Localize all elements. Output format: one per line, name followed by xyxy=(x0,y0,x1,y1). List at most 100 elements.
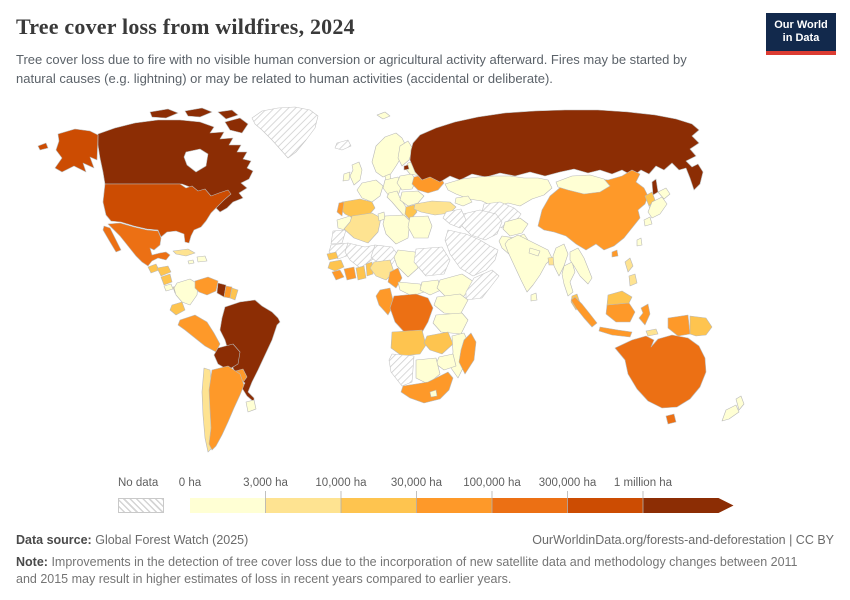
country-caucasus[interactable]: Caucasus xyxy=(454,195,473,207)
legend-bin-2[interactable] xyxy=(341,498,417,513)
country-timor[interactable]: Timor-Leste xyxy=(645,328,659,337)
owid-logo-line2: in Data xyxy=(782,32,820,44)
country-bolivia[interactable]: Bolivia xyxy=(213,343,241,371)
country-mexico[interactable]: Mexico xyxy=(102,222,171,267)
data-source-label: Data source: xyxy=(16,533,92,547)
country-tanzania[interactable]: Tanzania xyxy=(432,312,469,335)
country-algeria[interactable]: Algeria xyxy=(343,212,382,244)
country-uganda-kenya[interactable]: Uganda and Kenya xyxy=(433,293,469,316)
data-source-value: Global Forest Watch (2025) xyxy=(95,533,249,547)
legend-no-data-swatch[interactable] xyxy=(118,498,164,513)
country-indonesia[interactable]: Indonesia xyxy=(570,296,691,338)
country-canada[interactable]: Canada xyxy=(97,107,254,213)
country-australia[interactable]: Australia xyxy=(614,334,707,425)
note-label: Note: xyxy=(16,555,48,569)
country-costa-rica[interactable]: Costa Rica xyxy=(163,283,174,292)
country-laos-vietnam[interactable]: Laos, Vietnam and Cambodia xyxy=(569,247,593,285)
country-honduras[interactable]: Honduras xyxy=(156,265,172,277)
country-ethiopia[interactable]: Ethiopia xyxy=(436,273,475,298)
legend-bin-3[interactable] xyxy=(416,498,493,513)
country-uruguay[interactable]: Uruguay xyxy=(245,399,257,413)
country-egypt[interactable]: Egypt xyxy=(407,215,433,239)
country-arabian-peninsula[interactable]: Arabian Peninsula xyxy=(444,229,499,277)
data-source-text: Data source: Global Forest Watch (2025) xyxy=(16,533,248,547)
country-sudan[interactable]: Sudan xyxy=(413,246,451,277)
country-sri-lanka[interactable]: Sri Lanka xyxy=(530,292,538,302)
legend-tick-label-6: 1 million ha xyxy=(613,477,673,489)
owid-logo[interactable]: Our World in Data xyxy=(766,13,836,55)
country-new-zealand[interactable]: New Zealand xyxy=(721,395,745,422)
legend-tick-label-5: 300,000 ha xyxy=(538,477,597,489)
country-ireland[interactable]: Ireland xyxy=(342,171,351,182)
country-venezuela[interactable]: Venezuela xyxy=(194,276,219,296)
country-mali[interactable]: Mali xyxy=(344,242,376,269)
owid-url-link[interactable]: OurWorldinData.org/forests-and-deforesta… xyxy=(532,533,834,547)
country-chad[interactable]: Chad xyxy=(393,249,419,278)
country-argentina[interactable]: Argentina xyxy=(208,365,245,451)
country-nicaragua[interactable]: Nicaragua xyxy=(160,273,173,286)
country-western-sahara[interactable]: Western Sahara xyxy=(330,229,347,245)
country-myanmar[interactable]: Myanmar xyxy=(552,243,569,277)
country-romania-balkans[interactable]: Romania and Balkans xyxy=(399,190,425,207)
country-guinea[interactable]: Guinea xyxy=(327,259,345,272)
country-taiwan[interactable]: Taiwan xyxy=(636,237,643,247)
footer-note: Note: Improvements in the detection of t… xyxy=(16,554,816,588)
country-iceland[interactable]: Iceland xyxy=(334,139,352,151)
country-angola[interactable]: Angola xyxy=(390,329,427,357)
country-ecuador[interactable]: Ecuador xyxy=(169,301,186,316)
country-greenland[interactable]: Greenland xyxy=(251,106,319,159)
country-cote-divoire[interactable]: Côte d'Ivoire xyxy=(343,266,357,281)
country-mongolia[interactable]: Mongolia xyxy=(555,174,611,195)
country-dr-congo[interactable]: Democratic Republic of Congo xyxy=(389,293,434,337)
country-south-sudan[interactable]: South Sudan xyxy=(419,279,442,296)
country-gabon-congo[interactable]: Gabon and Congo xyxy=(375,287,395,316)
country-lesotho[interactable]: Lesotho xyxy=(429,389,438,398)
country-niger[interactable]: Niger xyxy=(370,244,399,265)
legend-bin-6[interactable] xyxy=(643,498,734,513)
country-nepal[interactable]: Nepal xyxy=(528,247,541,257)
legend-bin-5[interactable] xyxy=(567,498,644,513)
country-france[interactable]: France xyxy=(356,179,384,203)
country-japan[interactable]: Japan xyxy=(643,187,671,227)
country-thailand[interactable]: Thailand xyxy=(561,261,576,297)
country-cuba[interactable]: Cuba xyxy=(172,248,196,257)
chart-subtitle: Tree cover loss due to fire with no visi… xyxy=(16,52,687,86)
country-libya[interactable]: Libya xyxy=(382,214,411,245)
owid-logo-accent-bar xyxy=(766,51,836,55)
country-zambia[interactable]: Zambia xyxy=(423,331,454,355)
country-jamaica[interactable]: Jamaica xyxy=(187,259,195,265)
country-madagascar[interactable]: Madagascar xyxy=(458,332,477,375)
country-united-states[interactable]: United States xyxy=(37,128,232,244)
country-svalbard[interactable]: Svalbard xyxy=(376,111,391,120)
country-philippines[interactable]: Philippines xyxy=(624,257,638,287)
legend-tick-label-2: 10,000 ha xyxy=(315,477,367,489)
country-central-african-republic[interactable]: Central African Republic xyxy=(397,281,425,297)
country-south-africa[interactable]: South Africa xyxy=(400,371,454,404)
legend-tick-label-1: 3,000 ha xyxy=(243,477,288,489)
country-malaysia-borneo[interactable]: Malaysia (Borneo) xyxy=(606,290,633,306)
country-finland[interactable]: Finland xyxy=(397,140,414,167)
country-ghana[interactable]: Ghana xyxy=(355,265,367,281)
country-russia[interactable]: Russia xyxy=(403,109,704,196)
country-nigeria[interactable]: Nigeria xyxy=(369,259,395,281)
country-french-guiana[interactable]: French Guiana xyxy=(229,287,239,301)
legend-bin-0[interactable] xyxy=(190,498,266,513)
country-namibia[interactable]: Namibia xyxy=(388,353,415,387)
footer-source-row: Data source: Global Forest Watch (2025) … xyxy=(16,533,834,547)
legend-bin-4[interactable] xyxy=(492,498,568,513)
country-somalia[interactable]: Somalia xyxy=(465,269,500,301)
country-peru[interactable]: Peru xyxy=(177,314,221,353)
country-senegal[interactable]: Senegal xyxy=(326,251,339,261)
legend-bin-1[interactable] xyxy=(265,498,342,513)
country-iraq-syria[interactable]: Iraq and Syria xyxy=(442,208,467,229)
country-sierra-leone-liberia[interactable]: Sierra Leone and Liberia xyxy=(331,269,345,281)
country-india[interactable]: India xyxy=(504,234,553,293)
country-uk[interactable]: United Kingdom xyxy=(349,161,363,186)
country-colombia[interactable]: Colombia xyxy=(173,278,199,306)
country-hispaniola[interactable]: Haiti and Dominican Republic xyxy=(196,255,208,263)
country-togo-benin[interactable]: Togo and Benin xyxy=(365,261,374,277)
country-papua-new-guinea[interactable]: Papua New Guinea xyxy=(689,315,713,337)
country-portugal[interactable]: Portugal xyxy=(336,201,345,217)
country-afghanistan[interactable]: Afghanistan xyxy=(502,217,529,237)
legend-color-bar[interactable] xyxy=(190,491,738,515)
